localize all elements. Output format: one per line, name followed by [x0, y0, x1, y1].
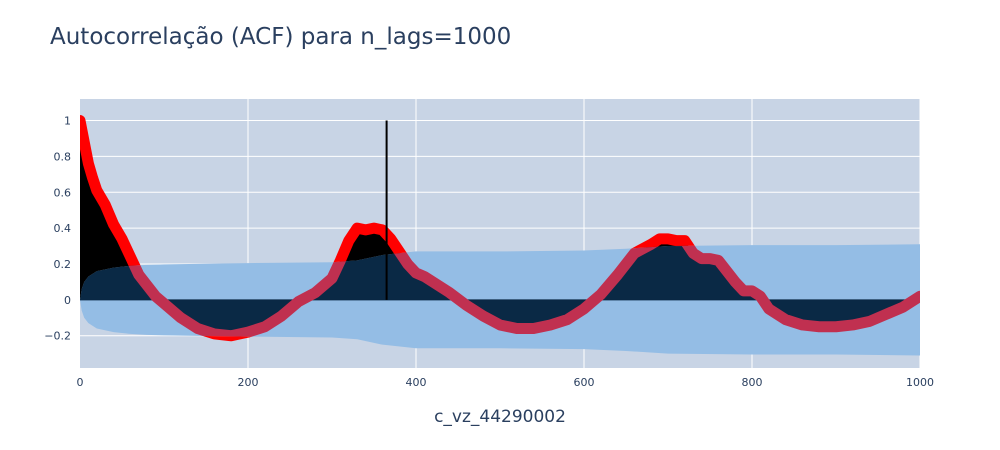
- chart-title: Autocorrelação (ACF) para n_lags=1000: [50, 24, 512, 50]
- x-axis-label: c_vz_44290002: [434, 407, 566, 427]
- y-tick-label: 0.6: [54, 186, 72, 199]
- y-tick-label: 0.8: [54, 150, 72, 163]
- x-tick-label: 400: [406, 376, 427, 389]
- y-tick-label: 1: [64, 115, 71, 128]
- x-tick-label: 0: [77, 376, 84, 389]
- x-tick-label: 200: [238, 376, 259, 389]
- acf-line-inside-band: [80, 244, 920, 342]
- axis-ticks: 0 200 400 600 800 1000 −0.2 0 0.2 0.4 0.6 0.8 1: [44, 115, 934, 389]
- acf-area-inside-band: [80, 244, 920, 336]
- y-tick-label: 0.2: [54, 258, 72, 271]
- plot-content: [80, 115, 920, 356]
- y-tick-label: −0.2: [44, 330, 71, 343]
- x-tick-label: 800: [742, 376, 763, 389]
- x-tick-label: 600: [574, 376, 595, 389]
- x-tick-label: 1000: [906, 376, 934, 389]
- y-tick-label: 0: [64, 294, 71, 307]
- y-tick-label: 0.4: [54, 222, 72, 235]
